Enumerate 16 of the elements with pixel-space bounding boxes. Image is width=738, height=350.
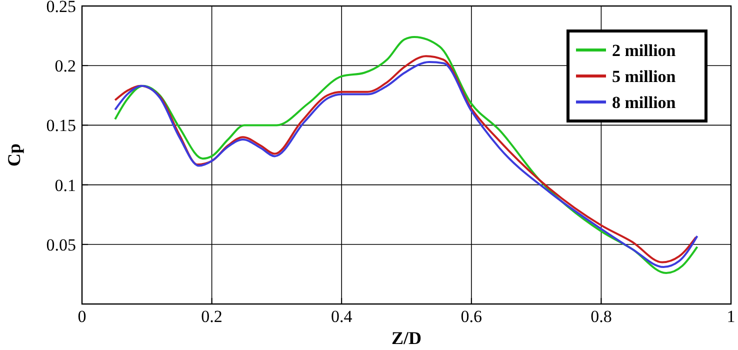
- x-axis-title: Z/D: [391, 328, 422, 348]
- x-tick-label: 0.2: [201, 307, 222, 326]
- x-tick-label: 0.4: [330, 307, 353, 326]
- y-tick-label: 0.25: [46, 0, 76, 16]
- x-tick-label: 0: [78, 307, 86, 326]
- y-tick-label: 0.2: [54, 56, 76, 76]
- y-tick-label: 0.15: [46, 116, 76, 136]
- y-tick-label: 0.1: [54, 176, 76, 195]
- y-tick-label: 0.05: [46, 235, 76, 254]
- legend-label: 2 million: [612, 41, 676, 60]
- y-axis-title: Cp: [4, 143, 24, 167]
- legend-label: 8 million: [612, 93, 676, 112]
- x-tick-label: 1: [726, 307, 736, 326]
- x-tick-label: 0.6: [460, 307, 482, 326]
- legend-label: 5 million: [612, 67, 676, 86]
- x-tick-label: 0.8: [590, 307, 612, 326]
